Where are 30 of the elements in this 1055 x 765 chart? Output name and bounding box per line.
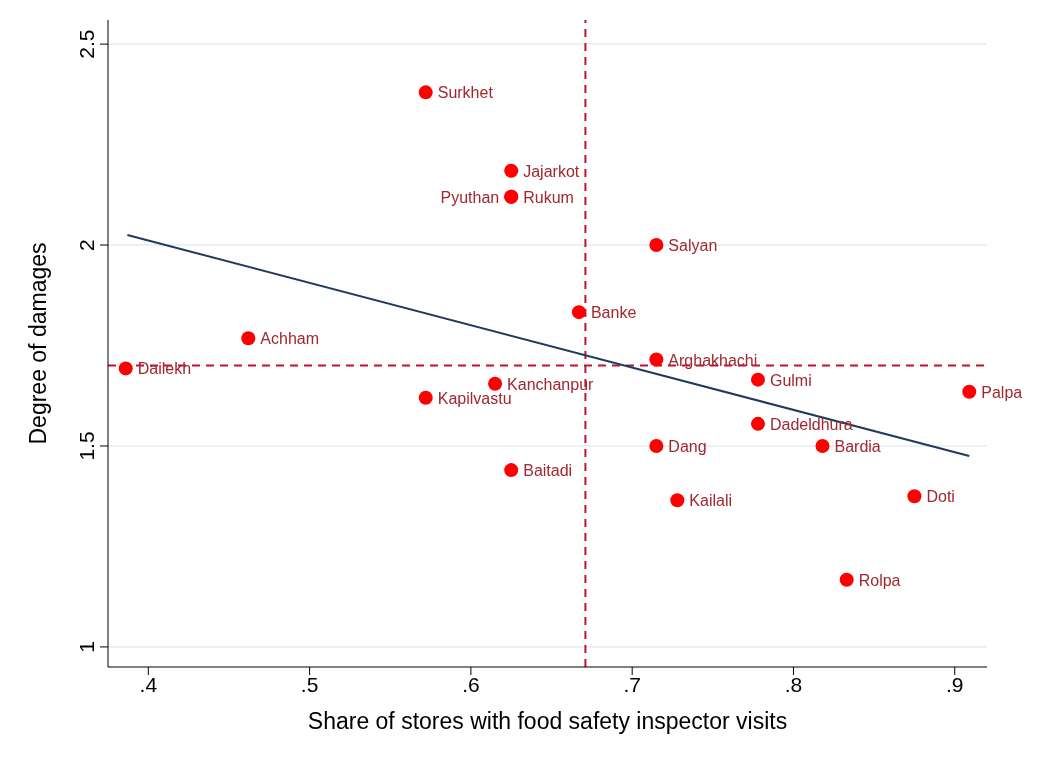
x-tick-label: .8: [784, 672, 803, 696]
y-axis-title: Degree of damages: [25, 242, 52, 445]
annotation: Gulmi: [769, 371, 812, 389]
x-tick-label: .9: [945, 672, 964, 696]
annotation: Dadeldhura: [769, 415, 853, 433]
y-tick-label: 2.5: [75, 29, 98, 59]
annotation: Kailali: [689, 492, 733, 510]
annotation: Rukum: [523, 188, 574, 206]
annotation: Rolpa: [858, 571, 901, 589]
x-tick-label: .7: [623, 672, 641, 696]
x-tick-label: .5: [300, 672, 319, 696]
annotation: Dang: [668, 437, 707, 455]
x-tick-label: .6: [462, 672, 480, 696]
annotation: Baitadi: [523, 462, 573, 480]
annotation: Pyuthan: [440, 188, 500, 206]
annotation: Surkhet: [437, 84, 494, 102]
y-tick-label: 1: [75, 641, 98, 653]
annotation: Arghakhachi: [668, 351, 758, 369]
annotation: Achham: [260, 330, 320, 348]
annotation: Dailekh: [137, 360, 192, 378]
annotation: Palpa: [981, 383, 1023, 401]
y-tick-label: 1.5: [75, 431, 98, 461]
annotation: Salyan: [668, 237, 718, 255]
y-tick-label: 2: [75, 239, 98, 251]
annotation: Jajarkot: [523, 162, 580, 180]
x-tick-label: .4: [139, 672, 158, 696]
annotation: Banke: [590, 304, 637, 322]
annotation: Doti: [926, 488, 955, 506]
annotation: Bardia: [834, 437, 881, 455]
x-axis-title: Share of stores with food safety inspector visits: [307, 708, 788, 734]
